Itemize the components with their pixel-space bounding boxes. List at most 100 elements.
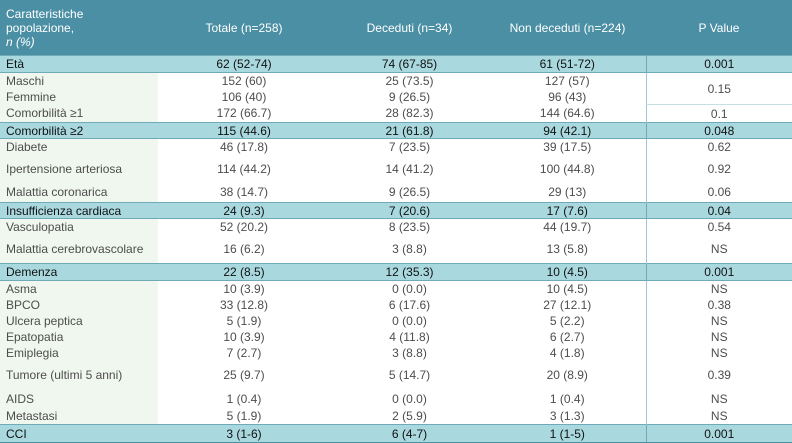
cell-p-value: NS [645,408,792,425]
table-row: Comorbilità ≥1 172 (66.7) 28 (82.3) 144 … [0,104,792,123]
cell-deceased: 3 (8.8) [392,345,427,360]
row-label: Emiplegia [0,344,158,361]
cell-non-deceased: 13 (5.8) [546,242,588,257]
table-row: Età 62 (52-74) 74 (67-85) 61 (51-72) 0.0… [0,55,792,73]
cell-total: 115 (44.6) [158,122,330,139]
cell-non-deceased: 20 (8.9) [546,367,588,382]
cell-total: 114 (44.2) [217,162,271,176]
cell-non-deceased: 144 (64.6) [539,106,595,121]
cell-deceased: 0 (0.0) [392,281,427,296]
header-non-deceased: Non deceduti (n=224) [489,0,646,56]
table-row: Malattia cerebrovascolare 16 (6.2) 3 (8.… [0,235,792,264]
cell-deceased: 5 (14.7) [388,367,431,382]
row-label: Femmine [0,88,158,105]
table-row: Tumore (ultimi 5 anni) 25 (9.7) 5 (14.7)… [0,360,792,389]
cell-total: 1 (0.4) [226,391,262,406]
cell-total: 5 (1.9) [226,313,262,328]
cell-non-deceased: 10 (4.5) [489,263,646,281]
cell-total: 172 (66.7) [216,106,272,121]
row-label: CCI [0,424,158,443]
row-label: Malattia coronarica [0,182,158,203]
cell-total: 152 (60) [221,73,267,88]
row-label: Malattia cerebrovascolare [0,235,158,264]
row-label: Asma [0,280,158,297]
table-header-row: Caratteristiche popolazione, n (%) Total… [0,0,792,56]
row-label: BPCO [0,296,158,313]
cell-total: 52 (20.2) [219,220,269,235]
table-row: AIDS 1 (0.4) 0 (0.0) 1 (0.4) NS [0,388,792,409]
cell-non-deceased: 1 (0.4) [549,391,585,406]
cell-non-deceased: 3 (1.3) [549,409,585,424]
cell-deceased: 74 (67-85) [330,55,489,73]
table-row: BPCO 33 (12.8) 6 (17.6) 27 (12.1) 0.38 [0,296,792,313]
cell-deceased: 4 (11.8) [389,329,430,344]
row-label: AIDS [0,388,158,409]
cell-p-value: 0.048 [645,122,792,139]
cell-non-deceased: 17 (7.6) [489,202,646,219]
cell-p-value: 0.04 [645,202,792,219]
cell-p-value: 0.39 [645,360,792,389]
cell-non-deceased: 61 (51-72) [489,55,646,73]
cell-non-deceased: 44 (19.7) [543,220,592,235]
table-row: Femmine 106 (40) 9 (26.5) 96 (43) [0,88,792,105]
cell-deceased: 28 (82.3) [385,106,434,121]
cell-p-value: NS [645,328,792,345]
row-label: Ipertensione arteriosa [0,155,158,183]
header-total: Totale (n=258) [158,0,330,56]
table-row: Metastasi 5 (1.9) 2 (5.9) 3 (1.3) NS [0,408,792,425]
cell-p-value: 0.1 [645,104,792,123]
table-row: Epatopatia 10 (3.9) 4 (11.8) 6 (2.7) NS [0,328,792,345]
row-label: Vasculopatia [0,218,158,236]
cell-p-value: NS [645,280,792,297]
cell-non-deceased: 4 (1.8) [549,345,585,360]
table-row: Ipertensione arteriosa 114 (44.2) 14 (41… [0,155,792,183]
cell-deceased: 3 (8.8) [392,242,427,257]
table-row: Comorbilità ≥2 115 (44.6) 21 (61.8) 94 (… [0,122,792,139]
cell-total: 62 (52-74) [158,55,330,73]
row-label: Maschi [0,72,158,89]
row-label: Comorbilità ≥1 [0,104,158,123]
cell-non-deceased: 39 (17.5) [543,140,592,155]
row-label: Insufficienza cardiaca [0,202,158,219]
cell-deceased: 6 (4-7) [330,424,489,443]
cell-non-deceased: 5 (2.2) [549,313,585,328]
table-row: Asma 10 (3.9) 0 (0.0) 10 (4.5) NS [0,280,792,297]
row-label: Comorbilità ≥2 [0,122,158,139]
cell-total: 22 (8.5) [158,263,330,281]
table-row: Ulcera peptica 5 (1.9) 0 (0.0) 5 (2.2) N… [0,312,792,329]
cell-non-deceased: 100 (44.8) [539,162,595,176]
cell-p-value: NS [645,388,792,409]
cell-total: 24 (9.3) [158,202,330,219]
cell-deceased: 8 (23.5) [388,220,431,235]
cell-total: 16 (6.2) [223,242,265,257]
cell-deceased: 7 (20.6) [330,202,489,219]
cell-p-value: NS [645,312,792,329]
cell-non-deceased: 127 (57) [544,73,590,88]
row-label: Ulcera peptica [0,312,158,329]
cell-non-deceased: 10 (4.5) [546,281,588,296]
cell-deceased: 7 (23.5) [388,140,431,155]
cell-deceased: 0 (0.0) [392,313,427,328]
cell-p-value: 0.38 [645,296,792,313]
cell-p-value: 0.001 [645,424,792,443]
header-p-value: P Value [646,0,792,56]
row-label: Età [0,55,158,73]
cell-deceased: 25 (73.5) [385,73,434,88]
cell-total: 38 (14.7) [219,185,269,200]
cell-deceased: 12 (35.3) [330,263,489,281]
cell-total: 106 (40) [221,89,267,104]
row-label: Metastasi [0,408,158,425]
cell-total: 25 (9.7) [223,367,265,382]
cell-total: 3 (1-6) [158,424,330,443]
cell-p-value: NS [645,235,792,264]
cell-deceased: 2 (5.9) [392,409,427,424]
table-row: Emiplegia 7 (2.7) 3 (8.8) 4 (1.8) NS [0,344,792,361]
cell-total: 7 (2.7) [226,345,262,360]
cell-deceased: 9 (26.5) [388,185,431,200]
row-label: Epatopatia [0,328,158,345]
cell-p-value: 0.15 [645,72,792,105]
header-characteristics-line3: n (%) [6,34,35,49]
cell-total: 10 (3.9) [223,281,265,296]
cell-p-value: 0.001 [645,263,792,281]
cell-total: 33 (12.8) [219,297,269,312]
